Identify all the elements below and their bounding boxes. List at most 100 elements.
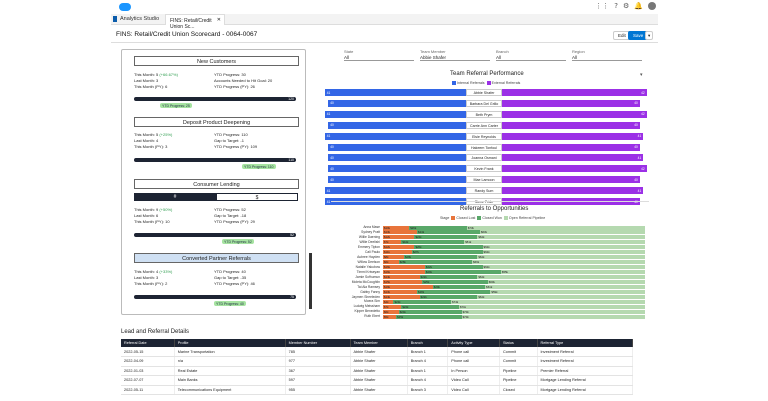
column-header[interactable]: Referral Date — [121, 339, 175, 347]
closed-won-segment[interactable]: $42k — [401, 240, 465, 245]
internal-bar[interactable]: 40 — [328, 99, 466, 107]
internal-bar[interactable]: 40 — [328, 143, 466, 151]
column-header[interactable]: Branch — [407, 339, 449, 347]
closed-won-segment[interactable]: $20k — [432, 284, 486, 289]
external-bar[interactable]: 40 — [502, 143, 640, 151]
closed-won-segment[interactable]: $24k — [398, 309, 462, 314]
closed-won-segment[interactable]: $25k — [422, 279, 488, 284]
filter-region[interactable]: Region All — [572, 49, 642, 61]
closed-lost-segment[interactable]: $13k — [383, 289, 418, 294]
closed-lost-segment[interactable]: $5k — [383, 314, 397, 319]
closed-won-segment[interactable]: $22k — [393, 299, 452, 304]
closed-lost-segment[interactable]: $8k — [383, 255, 404, 260]
closed-lost-segment[interactable]: $4k — [383, 299, 394, 304]
closed-lost-segment[interactable]: $10k — [383, 225, 410, 230]
closed-lost-segment[interactable]: $19k — [383, 284, 433, 289]
table-row[interactable]: 2022-01-03 Real Estate 367 Abbie Shafer Bran… — [121, 366, 633, 376]
external-bar[interactable]: 42 — [502, 165, 647, 173]
closed-won-segment[interactable]: $22k — [419, 294, 478, 299]
closed-lost-segment[interactable]: $14k — [383, 294, 420, 299]
internal-bar[interactable]: 40 — [328, 176, 466, 184]
open-pipeline-segment[interactable]: $64k — [477, 255, 645, 260]
avatar[interactable] — [648, 2, 656, 10]
closed-won-segment[interactable]: $28k — [398, 260, 473, 265]
external-bar[interactable]: 40 — [502, 176, 640, 184]
gear-icon[interactable]: ⚙ — [623, 2, 630, 10]
column-header[interactable]: Profile — [174, 339, 286, 347]
external-bar[interactable]: 40 — [502, 121, 640, 129]
column-header[interactable]: Team Member — [350, 339, 408, 347]
open-pipeline-segment[interactable]: $73k — [466, 225, 645, 230]
external-bar[interactable]: 41 — [502, 187, 644, 195]
open-pipeline-segment[interactable]: $62k — [482, 245, 645, 250]
closed-lost-segment[interactable]: $7k — [383, 304, 402, 309]
closed-won-segment[interactable]: $25k — [396, 314, 462, 319]
table-row[interactable]: 2022-05-11 Telecommunications Equipment 95… — [121, 385, 633, 395]
open-pipeline-segment[interactable]: $64k — [477, 275, 645, 279]
closed-lost-segment[interactable]: $14k — [383, 275, 420, 279]
closed-lost-segment[interactable]: $12k — [383, 235, 415, 240]
internal-bar[interactable]: 41 — [324, 132, 466, 140]
dollar-toggle[interactable]: $ — [216, 193, 298, 201]
closed-won-segment[interactable]: $26k — [409, 225, 467, 230]
external-bar[interactable]: 42 — [502, 89, 647, 96]
open-pipeline-segment[interactable]: $64k — [477, 235, 645, 240]
closed-lost-segment[interactable]: $11k — [383, 250, 412, 255]
internal-bar[interactable]: 41 — [324, 187, 466, 195]
table-row[interactable]: 2022-04-09 n/a 977 Abbie Shafer Branch 4 Phon… — [121, 356, 633, 367]
closed-lost-segment[interactable]: $12k — [383, 245, 415, 250]
closed-won-segment[interactable]: $27k — [411, 250, 483, 255]
closed-won-segment[interactable]: $24k — [417, 230, 480, 235]
filter-value[interactable]: All — [344, 54, 414, 61]
open-pipeline-segment[interactable]: $60k — [487, 279, 645, 284]
open-pipeline-segment[interactable]: $70k — [461, 314, 645, 319]
open-pipeline-segment[interactable]: $70k — [461, 309, 645, 314]
open-pipeline-segment[interactable]: $63k — [479, 230, 645, 235]
open-pipeline-segment[interactable]: $71k — [458, 304, 645, 309]
closed-lost-segment[interactable]: $6k — [383, 309, 399, 314]
grid-icon[interactable]: ⋮⋮ — [595, 2, 610, 10]
internal-bar[interactable]: 40 — [328, 154, 466, 162]
internal-bar[interactable]: 40 — [328, 121, 466, 129]
open-pipeline-segment[interactable]: $59k — [490, 289, 645, 294]
internal-bar[interactable]: 40 — [328, 165, 466, 173]
open-pipeline-segment[interactable]: $55k — [500, 270, 645, 275]
external-bar[interactable]: 42 — [502, 110, 647, 118]
internal-bar[interactable]: 41 — [324, 110, 466, 118]
bell-icon[interactable]: 🔔 — [634, 2, 643, 10]
table-row[interactable]: 2022-07-07 Main Banks 597 Abbie Shafer Branc… — [121, 375, 633, 386]
external-bar[interactable]: 41 — [502, 132, 644, 140]
filter-branch[interactable]: Branch All — [496, 49, 566, 61]
column-header[interactable]: Status — [499, 339, 538, 347]
chart-menu-icon[interactable]: ▾ — [640, 72, 643, 78]
open-pipeline-segment[interactable]: $62k — [482, 250, 645, 255]
filter-team-member[interactable]: Team Member Abbie Shafer — [420, 49, 490, 61]
table-row[interactable]: 2022-05-15 Marine Transportation 785 Abbie … — [121, 347, 633, 357]
open-pipeline-segment[interactable]: $74k — [451, 299, 645, 304]
external-bar[interactable]: 40 — [502, 99, 640, 107]
closed-lost-segment[interactable]: $7k — [383, 240, 402, 245]
closed-won-segment[interactable]: $22k — [401, 304, 459, 309]
tab-scorecard[interactable]: FINS: Retail/Credit Union Sc... ✕ — [165, 14, 225, 30]
closed-won-segment[interactable]: $26k — [414, 245, 483, 250]
external-bar[interactable]: 41 — [502, 154, 644, 162]
filter-value[interactable]: All — [496, 54, 566, 61]
open-pipeline-segment[interactable]: $64k — [477, 294, 645, 299]
count-toggle[interactable]: # — [134, 193, 216, 201]
help-icon[interactable]: ? — [614, 2, 618, 10]
closed-lost-segment[interactable]: $15k — [383, 279, 423, 284]
closed-won-segment[interactable]: $28k — [417, 289, 491, 294]
panel-scrollbar[interactable] — [309, 253, 312, 309]
open-pipeline-segment[interactable]: $66k — [472, 260, 645, 265]
internal-bar[interactable]: 41 — [324, 89, 466, 96]
column-header[interactable]: Referral Type — [537, 339, 633, 347]
closed-won-segment[interactable]: $28k — [403, 255, 478, 260]
open-pipeline-segment[interactable]: $51k — [464, 240, 645, 245]
filter-value[interactable]: Abbie Shafer — [420, 54, 490, 61]
closed-won-segment[interactable]: $29k — [424, 270, 501, 275]
more-actions-button[interactable]: ▾ — [645, 31, 654, 40]
closed-lost-segment[interactable]: $6k — [383, 260, 399, 265]
closed-won-segment[interactable]: $22k — [419, 275, 478, 279]
closed-lost-segment[interactable]: $16k — [383, 265, 425, 270]
closed-lost-segment[interactable]: $16k — [383, 270, 425, 275]
